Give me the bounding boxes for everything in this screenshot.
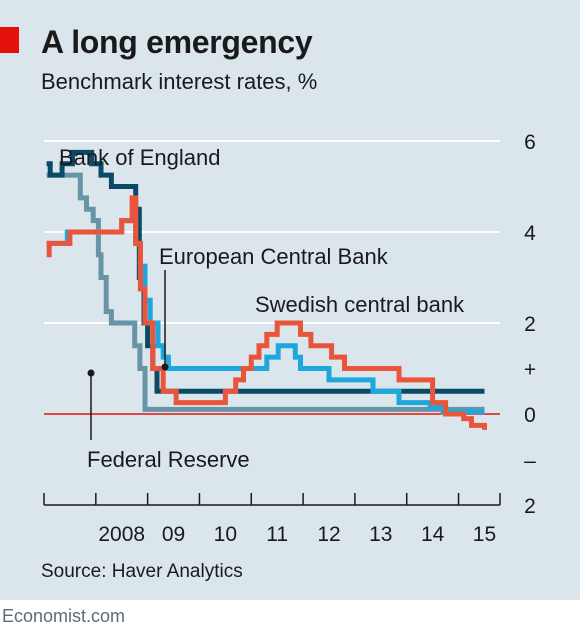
label-bank-of-england: Bank of England <box>59 145 220 170</box>
source-note: Source: Haver Analytics <box>41 561 243 582</box>
x-tick-label-0: 2008 <box>98 523 145 546</box>
x-tick-label-2: 10 <box>214 523 237 546</box>
y-tick-label-4: 0 <box>524 404 536 427</box>
y-tick-label-5: – <box>524 450 536 473</box>
chart-card <box>0 0 580 600</box>
leader-dot-ecb <box>161 363 169 371</box>
series-lines <box>46 149 487 430</box>
x-tick-label-4: 12 <box>317 523 340 546</box>
x-tick-label-6: 14 <box>421 523 445 546</box>
series-federal-reserve <box>46 172 485 412</box>
annotations: Bank of England European Central Bank Sw… <box>59 145 465 472</box>
x-axis: 2008 09 10 11 12 13 14 15 <box>43 493 501 546</box>
x-tick-label-7: 15 <box>473 523 496 546</box>
y-axis-ticks: 6 4 2 +0 – 2 <box>524 131 536 518</box>
chart-title: A long emergency <box>41 24 313 60</box>
series-swedish-central-bank <box>46 195 487 430</box>
x-tick-label-3: 11 <box>266 523 288 546</box>
y-tick-label-2: 2 <box>524 313 536 336</box>
x-tick-label-5: 13 <box>369 523 392 546</box>
line-chart: 6 4 2 +0 – 2 2008 09 10 11 12 13 14 15 Bank of Engla… <box>43 131 536 546</box>
label-federal-reserve: Federal Reserve <box>87 447 250 472</box>
y-tick-label-6: 2 <box>524 495 536 518</box>
y-tick-label-0: 6 <box>524 131 536 154</box>
publisher-brand: Economist.com <box>2 606 126 626</box>
y-tick-label-3: + <box>524 359 536 382</box>
x-tick-label-1: 09 <box>162 523 185 546</box>
label-swedish-central-bank: Swedish central bank <box>255 292 465 317</box>
y-tick-label-1: 4 <box>524 222 536 245</box>
brand-red-tag <box>0 27 19 53</box>
leader-dot-fed <box>87 369 95 377</box>
chart-subtitle: Benchmark interest rates, % <box>41 69 318 94</box>
label-european-central-bank: European Central Bank <box>159 244 389 269</box>
